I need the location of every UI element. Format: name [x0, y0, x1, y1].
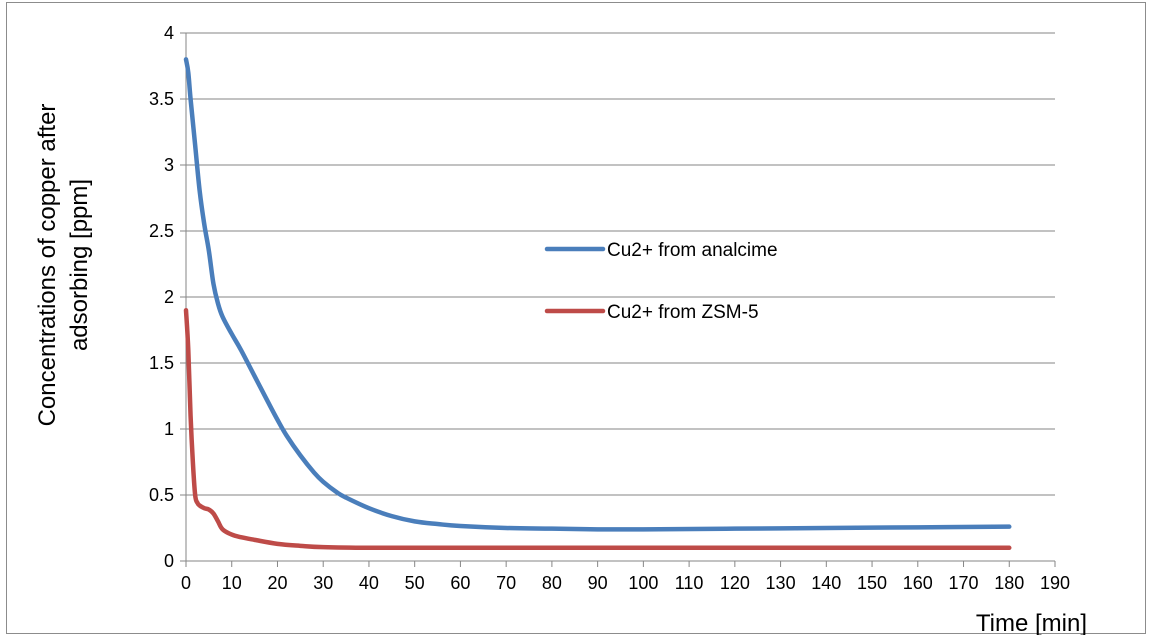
- legend-label-1: Cu2+ from analcime: [607, 240, 778, 261]
- y-tick-label: 3: [164, 155, 174, 175]
- series-line-2: [183, 307, 1012, 551]
- series-line-1: [183, 57, 1012, 532]
- legend: Cu2+ from analcime Cu2+ from ZSM-5: [544, 240, 778, 323]
- x-tick-label: 150: [857, 573, 887, 593]
- y-tick-label: 1.5: [149, 353, 174, 373]
- x-tick-label: 120: [720, 573, 750, 593]
- x-tick-label: 190: [1040, 573, 1070, 593]
- x-tick-label: 30: [313, 573, 333, 593]
- x-tick-label: 170: [949, 573, 979, 593]
- x-tick-label: 50: [405, 573, 425, 593]
- gridlines: [186, 32, 1055, 496]
- y-tick-label: 0.5: [149, 485, 174, 505]
- y-tick-label: 4: [164, 23, 174, 43]
- x-tick-label: 20: [267, 573, 287, 593]
- line-chart: 0 0.5 1 1.5 2 2.5 3 3.5 4 0 10 20 30 40 50 60 70 80 90 100…: [34, 23, 1087, 635]
- axes: [180, 32, 1056, 567]
- y-tick-labels: 0 0.5 1 1.5 2 2.5 3 3.5 4: [149, 23, 174, 571]
- x-tick-label: 0: [181, 573, 191, 593]
- y-tick-label: 2.5: [149, 221, 174, 241]
- legend-label-2: Cu2+ from ZSM-5: [607, 302, 759, 323]
- y-tick-label: 1: [164, 419, 174, 439]
- y-tick-label: 3.5: [149, 89, 174, 109]
- x-tick-label: 70: [496, 573, 516, 593]
- x-tick-label: 10: [222, 573, 242, 593]
- x-tick-label: 110: [675, 573, 704, 593]
- y-axis-label-line-1: Concentrations of copper after: [34, 104, 61, 427]
- x-tick-label: 90: [588, 573, 608, 593]
- x-tick-label: 100: [628, 573, 658, 593]
- x-tick-label: 80: [542, 573, 562, 593]
- x-tick-label: 60: [450, 573, 470, 593]
- chart-frame: 0 0.5 1 1.5 2 2.5 3 3.5 4 0 10 20 30 40 50 60 70 80 90 100…: [6, 2, 1146, 635]
- x-tick-label: 180: [994, 573, 1024, 593]
- x-tick-label: 160: [903, 573, 933, 593]
- y-tick-label: 2: [164, 287, 174, 307]
- series-lines: [183, 57, 1012, 551]
- x-tick-label: 40: [359, 573, 379, 593]
- x-tick-labels: 0 10 20 30 40 50 60 70 80 90 100 110 120 130 140 150 160…: [181, 573, 1070, 593]
- x-tick-label: 140: [811, 573, 841, 593]
- x-axis-label: Time [min]: [976, 610, 1087, 635]
- y-axis-label-line-2: adsorbing [ppm]: [66, 179, 93, 351]
- x-tick-label: 130: [766, 573, 796, 593]
- y-tick-label: 0: [164, 551, 174, 571]
